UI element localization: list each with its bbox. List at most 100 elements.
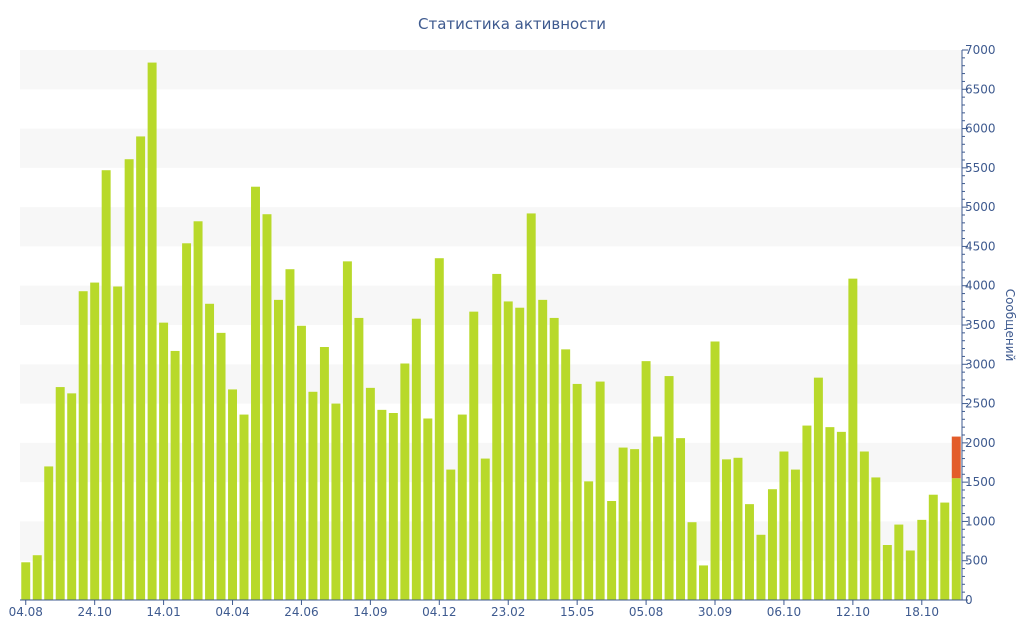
y-tick-label: 7000 <box>965 43 996 57</box>
bar <box>722 459 731 600</box>
x-tick-label: 14.01 <box>146 605 180 619</box>
y-tick-label: 6000 <box>965 122 996 136</box>
bar <box>90 282 100 600</box>
bar <box>503 301 513 600</box>
bar <box>251 186 260 600</box>
bar <box>676 438 686 600</box>
bar <box>388 413 398 600</box>
chart-title: Статистика активности <box>418 15 606 33</box>
y-tick-label: 4000 <box>965 279 996 293</box>
y-tick-label: 6500 <box>965 82 996 96</box>
bar <box>136 136 146 600</box>
y-tick-label: 2000 <box>965 436 996 450</box>
highlight-bar <box>951 436 961 479</box>
bar <box>342 261 352 600</box>
x-tick-label: 30.09 <box>698 605 732 619</box>
bar <box>44 466 54 600</box>
grid-band <box>20 285 962 325</box>
bar <box>365 387 375 600</box>
bar <box>469 311 479 600</box>
bar <box>262 214 272 600</box>
bar <box>296 325 306 600</box>
bar <box>273 299 283 600</box>
y-tick-label: 3500 <box>965 318 996 332</box>
bar <box>216 332 226 600</box>
y-axis-title: Сообщений <box>1003 289 1017 362</box>
bar <box>113 286 123 600</box>
bar <box>871 477 881 600</box>
bar <box>561 349 571 600</box>
bar <box>848 278 858 600</box>
bar <box>67 393 77 600</box>
bar <box>159 322 169 600</box>
bar <box>595 381 605 600</box>
bar <box>664 376 674 600</box>
grid-band <box>20 207 962 247</box>
x-tick-label: 24.10 <box>77 605 111 619</box>
bar <box>182 243 192 601</box>
bar <box>239 414 249 600</box>
bar <box>687 522 697 600</box>
x-tick-label: 23.02 <box>491 605 525 619</box>
x-axis: 04.08 24.10 14.01 04.04 24.06 14.09 04.12 23.02… <box>9 599 962 619</box>
y-axis: 0 500 1000 1500 2000 2500 3000 3500 4000 4500 5000… <box>961 43 996 607</box>
bar <box>951 478 961 600</box>
bar <box>744 504 754 600</box>
bar <box>193 221 203 601</box>
bar <box>205 303 215 600</box>
bar <box>733 457 743 600</box>
bar <box>630 449 640 600</box>
grid-band <box>20 128 962 168</box>
bar <box>825 427 835 600</box>
bar <box>607 501 617 600</box>
x-tick-label: 06.10 <box>767 605 801 619</box>
bar <box>377 409 387 600</box>
y-tick-label: 1500 <box>965 475 996 489</box>
bar <box>480 458 490 600</box>
x-tick-label: 04.04 <box>215 605 249 619</box>
bar <box>78 291 88 600</box>
y-tick-label: 5500 <box>965 161 996 175</box>
bar <box>331 403 341 600</box>
bar <box>779 451 789 600</box>
bar <box>813 377 823 600</box>
y-tick-label: 3000 <box>965 357 996 371</box>
y-tick-label: 4500 <box>965 239 996 253</box>
y-tick-label: 2500 <box>965 397 996 411</box>
bar <box>308 391 318 600</box>
y-tick-label: 0 <box>965 593 973 607</box>
bar <box>32 555 42 600</box>
x-tick-label: 04.12 <box>422 605 456 619</box>
bar <box>917 519 927 600</box>
bar <box>515 307 525 600</box>
bar <box>653 436 663 600</box>
bar <box>423 418 433 600</box>
bar <box>699 565 709 600</box>
bar <box>434 258 444 600</box>
x-tick-label: 05.08 <box>629 605 663 619</box>
y-tick-label: 5000 <box>965 200 996 214</box>
bar <box>538 299 548 600</box>
bar <box>894 524 904 600</box>
bar <box>400 363 410 600</box>
bar <box>641 361 651 600</box>
bar <box>584 481 594 600</box>
bar <box>285 269 295 600</box>
bar <box>572 383 582 600</box>
bar <box>618 447 628 600</box>
x-tick-label: 14.09 <box>353 605 387 619</box>
x-tick-label: 15.05 <box>560 605 594 619</box>
bar <box>55 387 65 600</box>
bar <box>319 347 329 600</box>
y-tick-label: 1000 <box>965 514 996 528</box>
bar <box>549 317 559 600</box>
bar <box>836 431 846 600</box>
bar <box>802 425 812 600</box>
bar <box>492 273 502 600</box>
bar <box>756 534 766 600</box>
bar <box>767 489 777 600</box>
x-tick-label: 18.10 <box>905 605 939 619</box>
bar <box>124 159 134 600</box>
bar <box>859 451 869 600</box>
